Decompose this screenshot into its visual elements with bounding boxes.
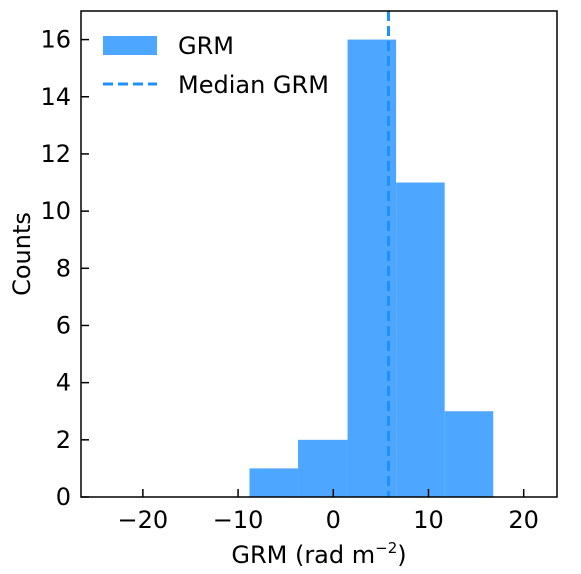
y-tick-label: 10 — [40, 197, 71, 225]
histogram-bar-1 — [298, 439, 348, 497]
x-axis-label: GRM (rad m−2) — [231, 539, 406, 569]
x-tick-label: 20 — [508, 506, 539, 534]
x-tick-label: −20 — [118, 506, 169, 534]
histogram-bars — [249, 39, 494, 498]
y-tick-label: 2 — [56, 426, 71, 454]
y-tick-label: 0 — [56, 483, 71, 511]
histogram-bar-4 — [444, 411, 494, 497]
y-axis-label: Counts — [8, 212, 36, 296]
histogram-bar-3 — [396, 182, 445, 497]
y-tick-label: 14 — [40, 83, 71, 111]
legend-grm-label: GRM — [178, 32, 234, 60]
y-tick-label: 16 — [40, 26, 71, 54]
x-tick-label: 10 — [413, 506, 444, 534]
legend-grm-patch — [103, 36, 157, 55]
y-tick-label: 8 — [56, 254, 71, 282]
y-tick-label: 4 — [56, 369, 71, 397]
histogram-bar-0 — [249, 468, 299, 497]
plot-frame — [80, 10, 558, 498]
x-tick-label: 0 — [326, 506, 341, 534]
y-tick-label: 12 — [40, 140, 71, 168]
legend-median-label: Median GRM — [178, 71, 329, 99]
x-axis-ticks: −20 −10 0 10 20 — [118, 489, 539, 534]
legend: GRM Median GRM — [103, 32, 329, 99]
y-axis-ticks: 0 2 4 6 8 10 12 14 16 — [40, 26, 89, 511]
y-tick-label: 6 — [56, 311, 71, 339]
x-tick-label: −10 — [213, 506, 264, 534]
